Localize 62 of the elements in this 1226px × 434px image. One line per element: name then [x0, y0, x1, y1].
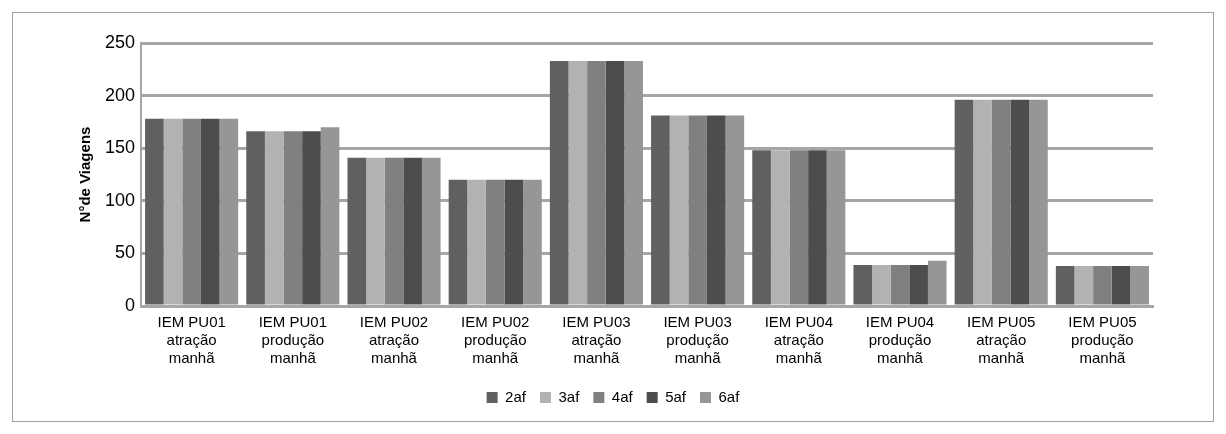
bar [283, 131, 303, 305]
bar [485, 179, 505, 305]
bar [384, 157, 404, 305]
x-tick-label: IEM PU01 produção manhã [258, 313, 328, 367]
bar [421, 157, 441, 305]
bar [1130, 266, 1149, 305]
bar [624, 60, 643, 305]
bar [853, 264, 873, 305]
y-tick-label: 200 [104, 84, 136, 105]
y-tick-label: 250 [104, 31, 136, 52]
bar [302, 131, 321, 305]
x-tick-label: IEM PU05 produção manhã [1068, 313, 1137, 367]
bar [587, 60, 606, 305]
bar [725, 115, 745, 305]
y-tick-label: 0 [125, 294, 136, 315]
bar [504, 179, 524, 305]
x-tick-label: IEM PU03 produção manhã [663, 313, 732, 367]
bar [403, 157, 422, 305]
bar [1029, 99, 1048, 305]
y-tick-label: 150 [104, 137, 136, 158]
bar [1010, 99, 1030, 305]
bar [200, 118, 220, 305]
legend-label: 5af [665, 387, 687, 405]
bar [320, 127, 340, 305]
bar [826, 150, 846, 305]
bar [927, 260, 947, 305]
bar [1093, 266, 1112, 305]
bar [145, 118, 164, 305]
bar [549, 60, 569, 305]
x-tick-label: IEM PU05 atração manhã [967, 313, 1036, 367]
bar [991, 99, 1011, 305]
bar [1111, 266, 1131, 305]
bar [752, 150, 771, 305]
x-tick-label: IEM PU04 atração manhã [764, 313, 833, 367]
bar [706, 115, 726, 305]
y-tick-label: 50 [115, 242, 136, 263]
legend-label: 3af [558, 387, 581, 405]
bar [789, 150, 809, 305]
bar [448, 179, 468, 305]
legend-label: 4af [611, 387, 634, 405]
x-tick-label: IEM PU02 atração manhã [359, 313, 429, 367]
bar [246, 131, 265, 305]
y-axis-title: N°de Viagens [76, 126, 94, 223]
bar [890, 264, 910, 305]
bar [909, 264, 928, 305]
bar [1055, 266, 1075, 305]
x-tick-label: IEM PU02 produção manhã [461, 313, 530, 367]
x-tick-label: IEM PU04 produção manhã [865, 313, 935, 367]
bar [182, 118, 201, 305]
x-tick-label: IEM PU03 atração manhã [562, 313, 631, 367]
x-tick-label: IEM PU01 atração manhã [157, 313, 226, 367]
bar [347, 157, 367, 305]
bar [651, 115, 670, 305]
bar [523, 179, 542, 305]
bar [688, 115, 707, 305]
bar [808, 150, 827, 305]
bar [219, 118, 239, 305]
bar [954, 99, 974, 305]
legend-label: 2af [505, 387, 527, 405]
legend-label: 6af [718, 387, 741, 405]
y-tick-label: 100 [104, 189, 136, 210]
bar [605, 60, 625, 305]
